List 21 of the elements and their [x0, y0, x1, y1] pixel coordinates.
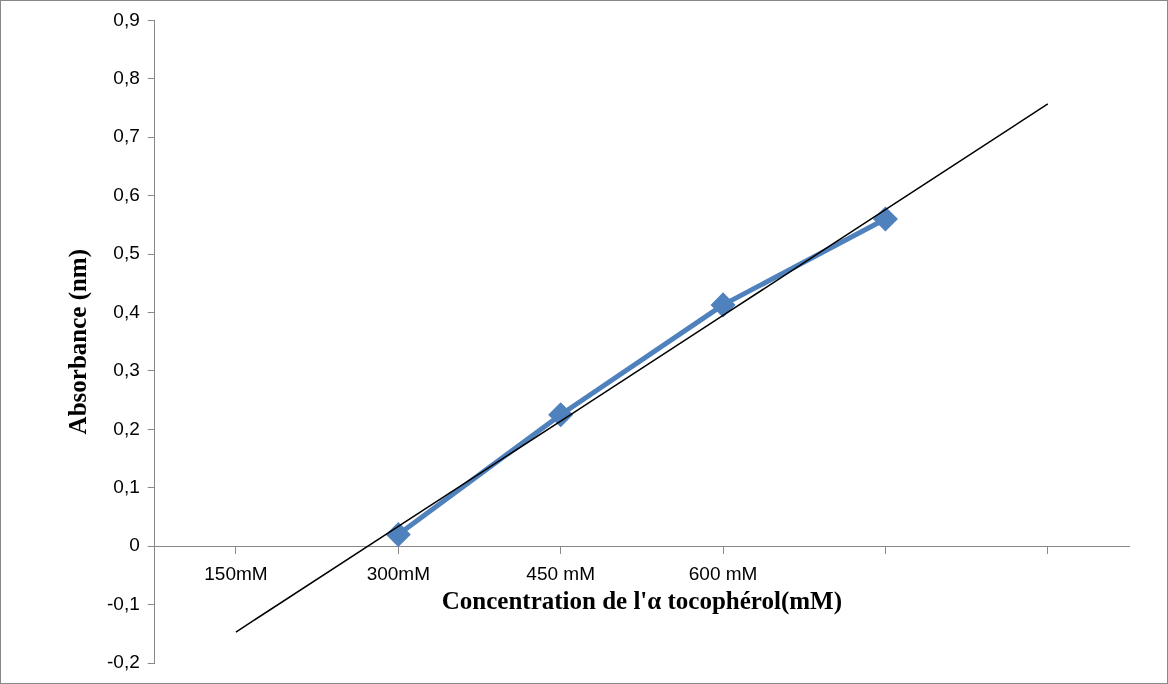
y-tick-label: 0,7 — [113, 125, 140, 147]
y-tick-label: 0,5 — [113, 242, 140, 264]
x-axis-title: Concentration de l'α tocophérol(mM) — [441, 587, 842, 616]
y-tick-label: 0,2 — [113, 417, 140, 439]
x-tick-label: 150mM — [204, 562, 268, 584]
x-tick-label: 450 mM — [526, 562, 595, 584]
y-tick-label: 0,6 — [113, 183, 140, 205]
y-tick-label: 0,9 — [113, 8, 140, 30]
y-tick-label: 0,3 — [113, 359, 140, 381]
point — [711, 293, 735, 317]
y-tick-label: 0,8 — [113, 67, 140, 89]
x-tick-label: 300mM — [366, 562, 430, 584]
x-tick-label: 600 mM — [688, 562, 758, 584]
y-tick-label: 0 — [129, 534, 140, 556]
point — [386, 522, 410, 546]
y-tick-label: -0,1 — [106, 592, 140, 614]
y-tick-label: 0,1 — [113, 475, 140, 497]
y-axis-title: Absorbance (nm) — [64, 248, 93, 435]
y-tick-label: -0,2 — [106, 651, 140, 673]
point — [873, 207, 897, 231]
y-tick-label: 0,4 — [113, 300, 141, 322]
